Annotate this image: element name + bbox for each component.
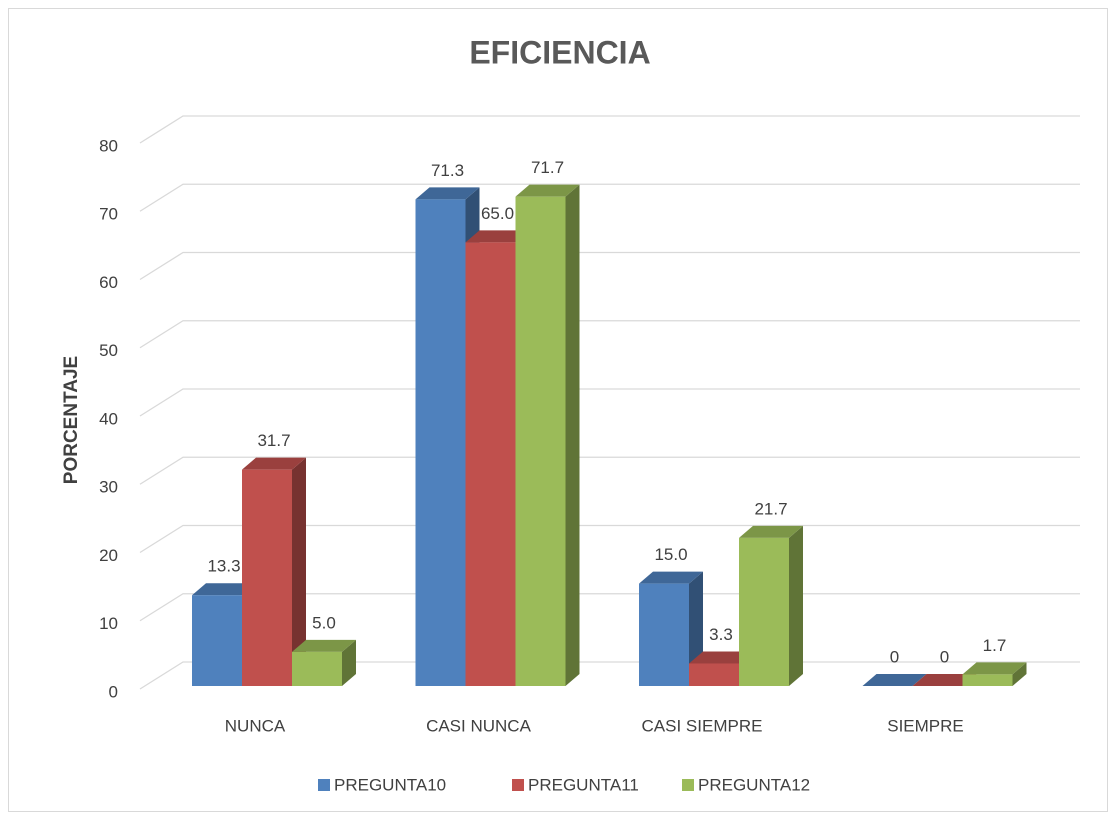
bar-top — [639, 571, 703, 584]
bar — [242, 457, 306, 686]
chart-title: EFICIENCIA — [469, 34, 650, 70]
bar — [639, 571, 703, 686]
bar-side — [789, 525, 803, 686]
grid-line — [139, 115, 1080, 144]
bar-top — [415, 187, 480, 200]
bar-top — [689, 651, 753, 664]
bar-top — [242, 457, 306, 470]
bar — [962, 662, 1027, 686]
grid-line — [139, 456, 1080, 485]
data-label: 31.7 — [257, 431, 290, 450]
y-tick-label: 30 — [99, 478, 118, 497]
bar-top — [515, 184, 580, 197]
bar-front — [689, 663, 739, 686]
grid-line — [139, 388, 1080, 417]
bar — [862, 674, 927, 686]
grid-line — [139, 320, 1080, 349]
bar-front — [415, 199, 466, 686]
bar — [912, 674, 977, 686]
legend-swatch — [682, 779, 694, 791]
data-label: 3.3 — [709, 625, 733, 644]
data-label: 71.3 — [431, 161, 464, 180]
bar-side — [565, 184, 580, 686]
y-tick-label: 10 — [99, 614, 118, 633]
grid-line — [139, 183, 1080, 212]
y-tick-label: 80 — [99, 136, 118, 155]
x-tick-label: SIEMPRE — [887, 716, 964, 735]
bar-side — [1012, 662, 1027, 686]
data-label: 65.0 — [481, 204, 514, 223]
x-tick-label: NUNCA — [225, 716, 286, 735]
bar-top — [962, 662, 1027, 675]
bar-front — [192, 595, 242, 686]
bar-front — [739, 537, 789, 686]
bar-top — [739, 525, 803, 538]
legend-swatch — [318, 779, 330, 791]
legend-label: PREGUNTA12 — [698, 775, 810, 794]
x-tick-label: CASI NUNCA — [426, 716, 532, 735]
data-label: 21.7 — [754, 499, 787, 518]
bar — [739, 525, 803, 686]
bar-front — [292, 651, 342, 686]
grid-line — [139, 251, 1080, 281]
data-label: 71.7 — [531, 158, 564, 177]
bar-front — [639, 583, 689, 686]
data-label: 0 — [890, 647, 899, 666]
bar-top — [192, 583, 256, 596]
y-tick-label: 60 — [99, 273, 118, 292]
bar — [292, 639, 356, 686]
y-tick-label: 0 — [109, 682, 118, 701]
y-tick-label: 20 — [99, 546, 118, 565]
data-label: 5.0 — [312, 613, 336, 632]
bar-top — [912, 674, 977, 686]
data-label: 13.3 — [207, 557, 240, 576]
bar-front — [962, 674, 1013, 686]
legend-label: PREGUNTA11 — [528, 775, 639, 794]
data-label: 15.0 — [654, 545, 687, 564]
bar — [515, 184, 580, 686]
bar-side — [292, 457, 306, 686]
y-tick-label: 40 — [99, 409, 118, 428]
bar-front — [242, 469, 292, 686]
legend-swatch — [512, 779, 524, 791]
bar-top — [465, 230, 530, 243]
grid-line — [139, 524, 1080, 554]
bar-side — [342, 639, 356, 686]
bar-front — [515, 196, 566, 686]
y-axis-title: PORCENTAJE — [61, 356, 82, 484]
y-tick-label: 50 — [99, 341, 118, 360]
y-tick-label: 70 — [99, 205, 118, 224]
x-tick-label: CASI SIEMPRE — [642, 716, 763, 735]
bar-top — [862, 674, 927, 686]
bar-front — [465, 242, 516, 686]
legend-label: PREGUNTA10 — [334, 775, 446, 794]
bar-top — [292, 639, 356, 652]
data-label: 0 — [940, 647, 949, 666]
data-label: 1.7 — [983, 636, 1007, 655]
